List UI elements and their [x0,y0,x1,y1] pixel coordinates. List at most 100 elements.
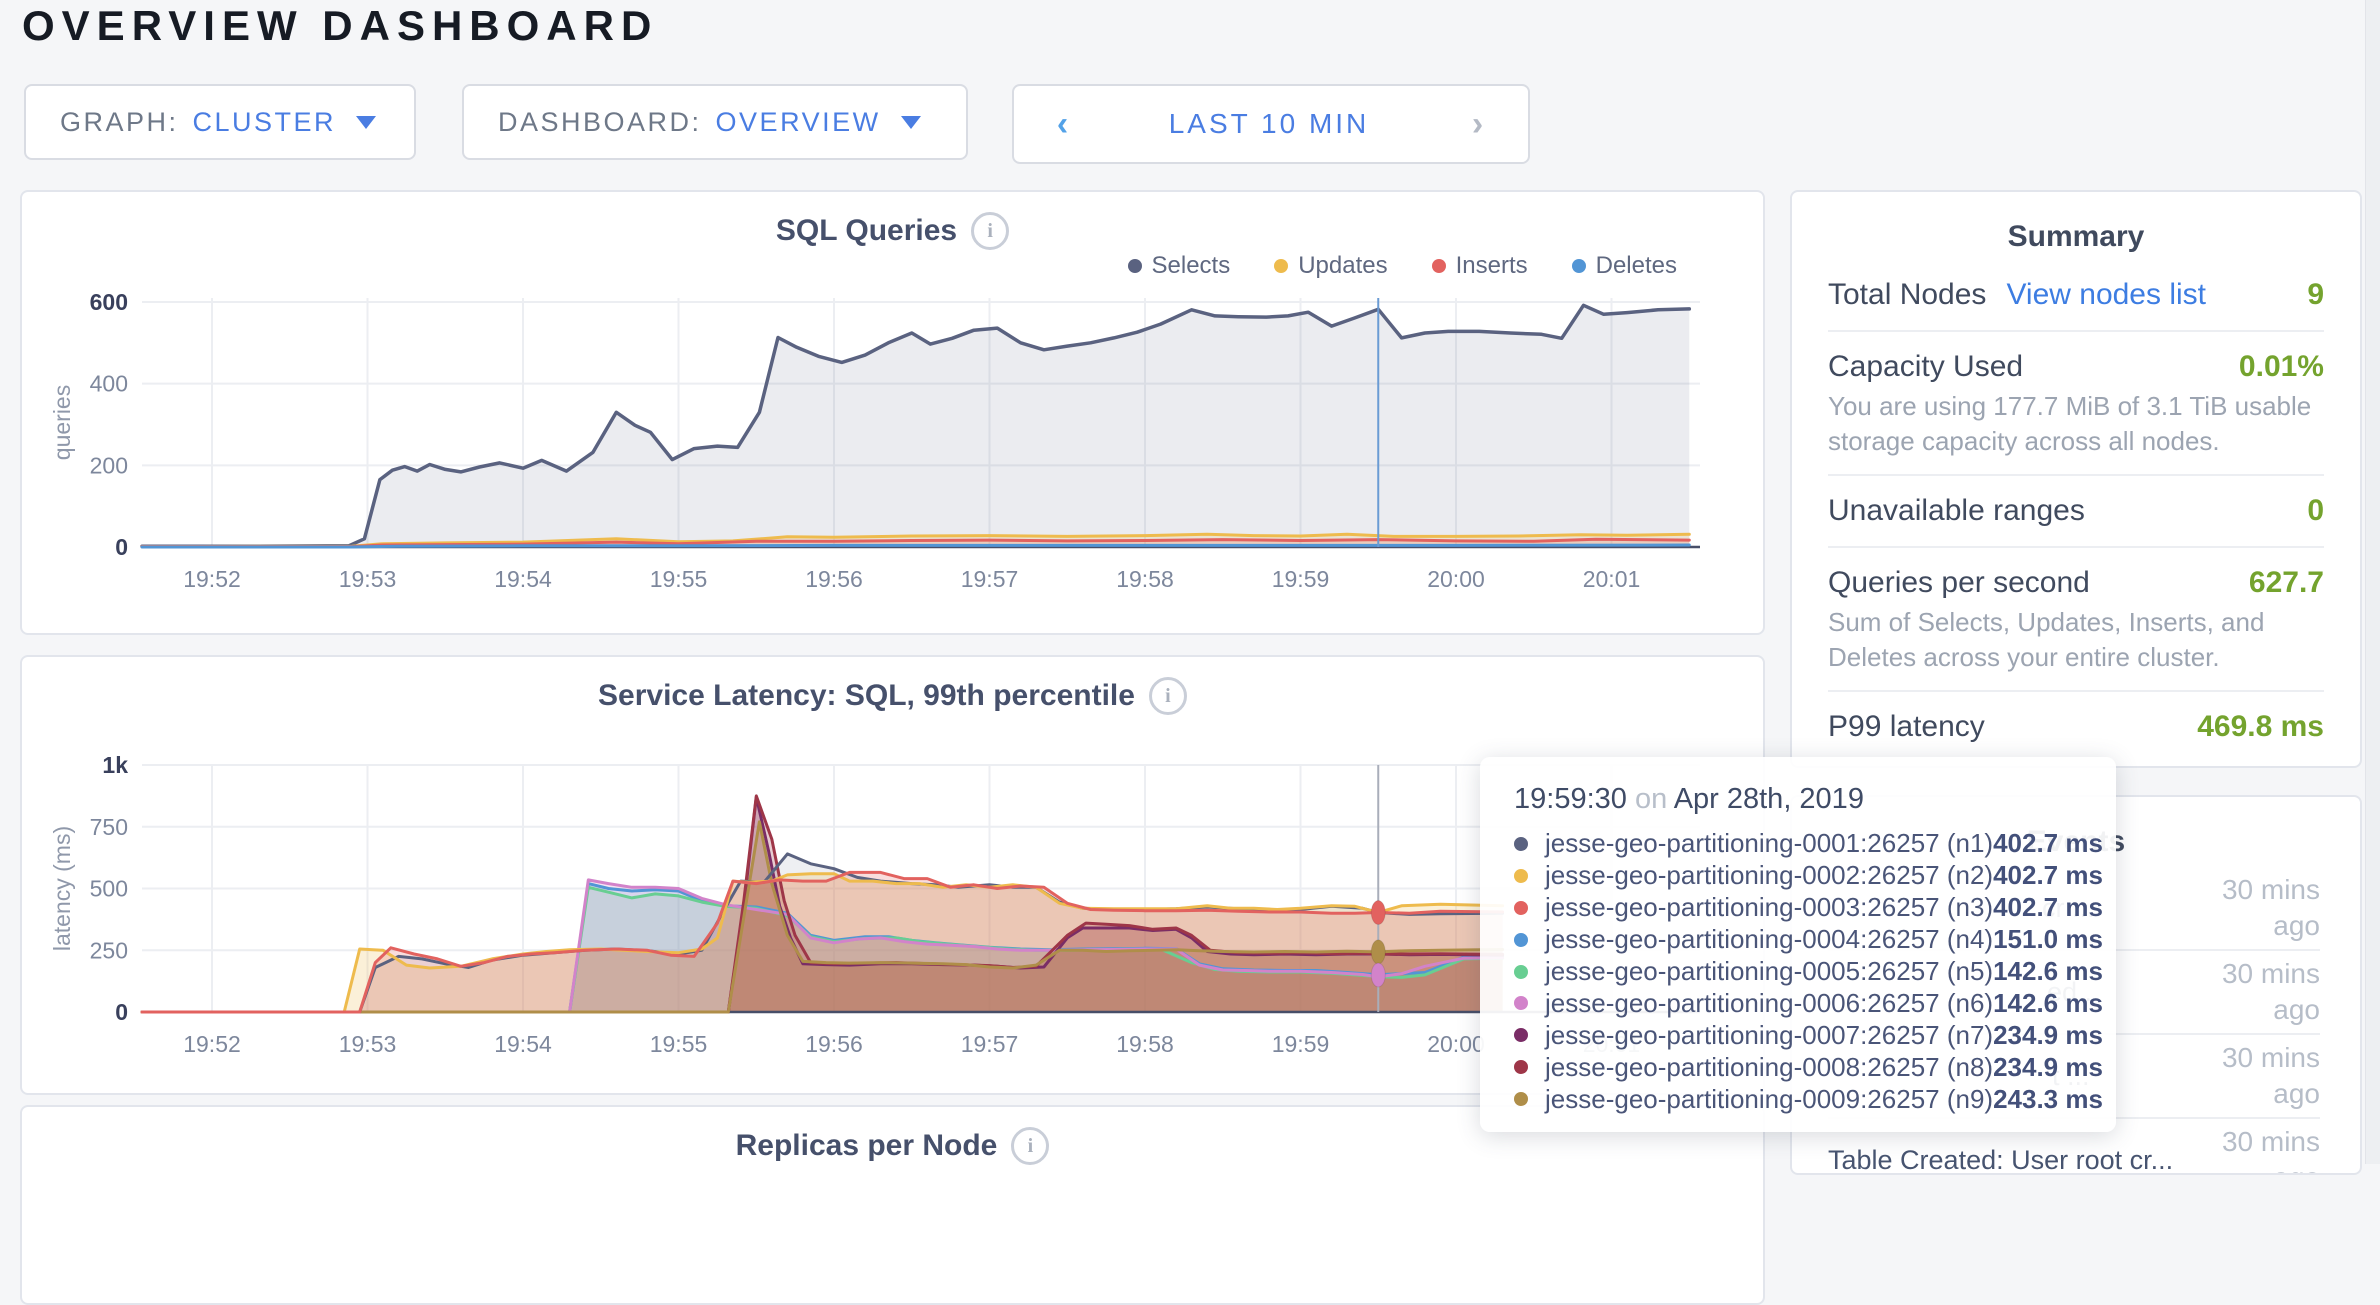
svg-text:600: 600 [90,289,128,315]
series-dot-icon [1514,1060,1528,1075]
summary-row-label: Queries per second [1828,566,2090,599]
series-dot-icon [1514,900,1528,915]
dashboard-dropdown-label: DASHBOARD: [498,106,702,137]
series-dot-icon [1514,932,1528,947]
series-dot-icon [1514,836,1528,851]
tooltip-node-value: 243.3 ms [1993,1083,2103,1114]
tooltip-node-name: jesse-geo-partitioning-0009:26257 (n9) [1545,1083,1994,1114]
svg-text:19:58: 19:58 [1116,566,1174,592]
dashboard-dropdown-value: OVERVIEW [715,106,881,137]
svg-text:19:52: 19:52 [183,566,241,592]
tooltip-node-value: 402.7 ms [1993,860,2103,891]
svg-text:0: 0 [115,999,128,1025]
graph-dropdown-value: CLUSTER [192,106,337,137]
time-window-next-button[interactable]: › [1427,86,1528,162]
tooltip-node-value: 151.0 ms [1993,924,2103,955]
svg-text:19:59: 19:59 [1272,1031,1330,1057]
legend-label: Selects [1151,252,1231,279]
summary-row-value: 0 [2307,494,2324,527]
summary-row-value: 627.7 [2248,566,2324,599]
legend-label: Deletes [1595,252,1677,279]
tooltip-row: jesse-geo-partitioning-0002:26257 (n2) 40… [1514,860,2103,892]
summary-row: Unavailable ranges 0 [1828,476,2324,548]
legend-dot-icon [1274,259,1289,273]
tooltip-node-value: 234.9 ms [1993,1051,2103,1082]
svg-text:0: 0 [115,534,128,560]
tooltip-row: jesse-geo-partitioning-0008:26257 (n8) 23… [1514,1051,2103,1083]
chevron-left-icon: ‹ [1056,105,1069,143]
event-time: 30 mins ago [2221,1126,2320,1173]
tooltip-node-value: 402.7 ms [1993,892,2103,923]
svg-text:400: 400 [90,371,128,397]
svg-text:19:54: 19:54 [494,566,552,592]
tooltip-node-name: jesse-geo-partitioning-0004:26257 (n4) [1545,924,1994,955]
sql-queries-legend: Selects Updates Inserts Deletes [1127,252,1677,280]
summary-panel: Summary Total Nodes View nodes list 9 Capac… [1790,190,2362,768]
legend-label: Updates [1298,252,1388,279]
events-rows: cr ...30 mins agoed...30 mins agot ...30… [1792,867,2360,1173]
chart-hover-tooltip: 19:59:30 on Apr 28th, 2019 jesse-geo-par… [1480,757,2116,1132]
summary-row: P99 latency 469.8 ms [1828,692,2324,762]
tooltip-node-name: jesse-geo-partitioning-0008:26257 (n8) [1545,1051,1994,1082]
summary-row: Total Nodes View nodes list 9 [1828,260,2324,332]
chevron-right-icon: › [1471,105,1484,143]
legend-item-selects[interactable]: Selects [1127,252,1231,280]
legend-dot-icon [1127,259,1142,273]
tooltip-row: jesse-geo-partitioning-0006:26257 (n6) 14… [1514,987,2103,1019]
tooltip-node-value: 234.9 ms [1993,1019,2103,1050]
tooltip-row: jesse-geo-partitioning-0007:26257 (n7) 23… [1514,1019,2103,1051]
dashboard-dropdown[interactable]: DASHBOARD: OVERVIEW [462,84,968,160]
series-dot-icon [1514,1092,1528,1107]
legend-dot-icon [1571,259,1586,273]
time-window-value[interactable]: LAST 10 MIN [1111,86,1427,162]
legend-item-inserts[interactable]: Inserts [1431,252,1528,280]
svg-text:queries: queries [49,385,75,460]
page-title: OVERVIEW DASHBOARD [22,2,659,49]
series-dot-icon [1514,868,1528,883]
svg-text:19:55: 19:55 [650,566,708,592]
replicas-per-node-chart-card: Replicas per Node i [20,1105,1765,1305]
svg-text:19:59: 19:59 [1272,566,1330,592]
tooltip-node-value: 142.6 ms [1993,987,2103,1018]
series-dot-icon [1514,1028,1528,1043]
chevron-down-icon [900,115,921,129]
tooltip-row: jesse-geo-partitioning-0004:26257 (n4) 15… [1514,924,2103,956]
summary-row: Capacity Used 0.01% You are using 177.7 Mi… [1828,332,2324,476]
scrollbar-track[interactable] [2365,0,2380,1164]
summary-row-label: Unavailable ranges [1828,494,2085,527]
summary-row-label: P99 latency [1828,710,1985,743]
legend-item-deletes[interactable]: Deletes [1571,252,1677,280]
tooltip-on: on [1634,783,1668,815]
graph-dropdown[interactable]: GRAPH: CLUSTER [24,84,416,160]
info-icon[interactable]: i [971,212,1010,250]
series-dot-icon [1514,964,1528,979]
info-icon[interactable]: i [1011,1127,1050,1165]
sql-queries-chart[interactable]: 0 200 400 600 19:52 19:53 19:54 19:55 19:56 19:57… [22,192,1765,635]
service-latency-chart[interactable]: 0 250 500 750 1k 19:52 19:53 19:54 19:55 19:56 19:… [22,657,1765,1095]
svg-text:19:56: 19:56 [805,1031,863,1057]
time-window-prev-button[interactable]: ‹ [1014,86,1111,162]
summary-row-description: Sum of Selects, Updates, Inserts, and De… [1828,607,2265,672]
tooltip-timestamp: 19:59:30 on Apr 28th, 2019 [1514,783,2072,816]
tooltip-row: jesse-geo-partitioning-0003:26257 (n3) 40… [1514,892,2103,924]
info-icon[interactable]: i [1148,677,1187,715]
svg-text:19:52: 19:52 [183,1031,241,1057]
summary-row-value: 9 [2307,278,2324,311]
svg-text:750: 750 [90,814,128,840]
svg-text:20:01: 20:01 [1583,566,1641,592]
tooltip-row: jesse-geo-partitioning-0009:26257 (n9) 24… [1514,1083,2103,1115]
tooltip-node-name: jesse-geo-partitioning-0007:26257 (n7) [1545,1019,1994,1050]
legend-item-updates[interactable]: Updates [1274,252,1388,280]
svg-text:19:56: 19:56 [805,566,863,592]
svg-text:500: 500 [90,876,128,902]
summary-row-value: 0.01% [2238,350,2324,383]
sql-queries-chart-title: SQL Queries [775,214,958,247]
svg-text:200: 200 [90,452,128,478]
summary-row-value: 469.8 ms [2197,710,2324,743]
view-nodes-list-link[interactable]: View nodes list [2006,278,2206,311]
tooltip-node-name: jesse-geo-partitioning-0001:26257 (n1) [1545,828,1994,859]
svg-text:19:57: 19:57 [961,1031,1019,1057]
svg-text:20:00: 20:00 [1427,566,1485,592]
tooltip-row: jesse-geo-partitioning-0001:26257 (n1) 40… [1514,828,2103,860]
service-latency-chart-title: Service Latency: SQL, 99th percentile [598,679,1135,712]
